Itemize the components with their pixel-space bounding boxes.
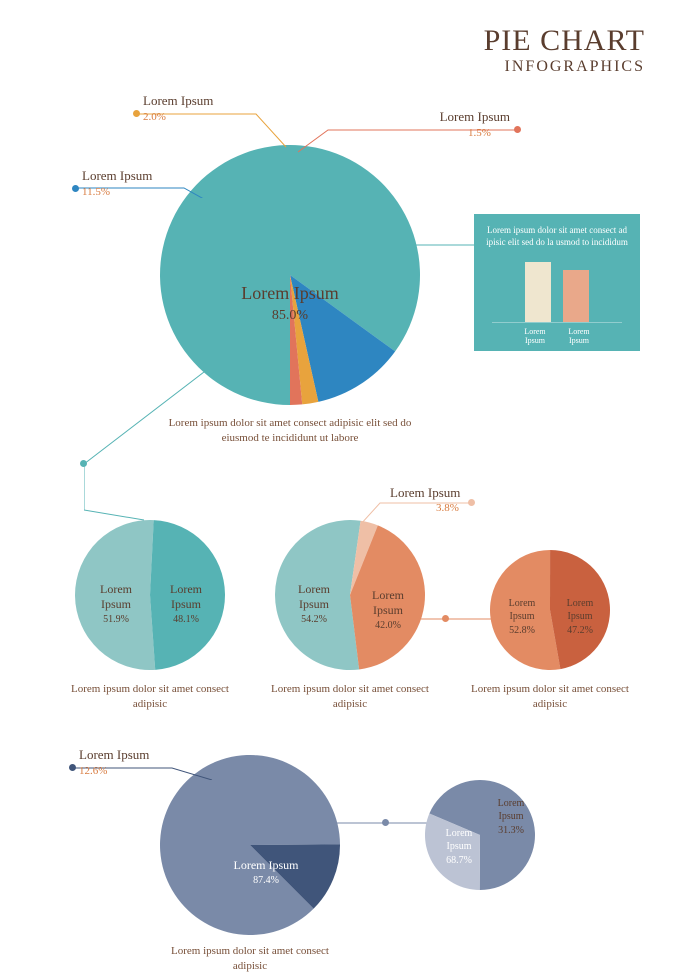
callout-label: Lorem Ipsum <box>428 109 510 125</box>
callout-pct: 11.5% <box>82 186 110 198</box>
slice-label: Lorem Ipsum87.4% <box>226 858 306 888</box>
callout-pct: 3.8% <box>436 502 459 514</box>
callout-dot <box>72 185 79 192</box>
bar-2 <box>563 270 589 322</box>
connector-dot <box>442 615 449 622</box>
slice-label: Lorem Ipsum51.9% <box>86 582 146 627</box>
callout-label: Lorem Ipsum <box>143 93 213 109</box>
callout-label: Lorem Ipsum <box>390 485 460 501</box>
callout-pct: 12.6% <box>79 765 107 777</box>
infobox-bars <box>492 254 622 323</box>
bar-1 <box>525 262 551 322</box>
slice-label: Lorem Ipsum52.8% <box>496 598 548 638</box>
callout-dot <box>133 110 140 117</box>
pie-caption: Lorem ipsum dolor sit amet consect adipi… <box>170 944 330 975</box>
slice-label: Lorem Ipsum54.2% <box>284 582 344 627</box>
callout-dot <box>69 764 76 771</box>
callout-label: Lorem Ipsum <box>79 747 149 763</box>
callout-pct: 2.0% <box>143 111 166 123</box>
connector <box>418 618 494 620</box>
callout-pct: 1.5% <box>468 127 491 139</box>
pie-slate-big <box>160 755 340 935</box>
slice-label: Lorem Ipsum48.1% <box>156 582 216 627</box>
pie-caption: Lorem ipsum dolor sit amet consect adipi… <box>470 682 630 713</box>
connector-dot <box>80 460 87 467</box>
callout-dot <box>468 499 475 506</box>
page-subtitle: INFOGRAPHICS <box>505 58 645 76</box>
slice-label: Lorem Ipsum47.2% <box>554 598 606 638</box>
slice-label: Lorem Ipsum42.0% <box>358 588 418 633</box>
callout-line <box>136 102 306 152</box>
callout-label: Lorem Ipsum <box>82 168 152 184</box>
connector <box>416 244 476 246</box>
slice-label: Lorem Ipsum68.7% <box>432 828 486 868</box>
connector-dot <box>382 819 389 826</box>
page-title: PIE CHART <box>484 24 645 58</box>
infobox-bar-labels: Lorem Ipsum Lorem Ipsum <box>482 327 632 345</box>
pie-caption: Lorem ipsum dolor sit amet consect adipi… <box>270 682 430 713</box>
pie-caption: Lorem ipsum dolor sit amet consect adipi… <box>70 682 230 713</box>
infobox-text: Lorem ipsum dolor sit amet consect ad ip… <box>482 224 632 248</box>
main-pie-center-label: Lorem Ipsum 85.0% <box>230 282 350 324</box>
slice-label: Lorem Ipsum31.3% <box>484 798 538 838</box>
callout-dot <box>514 126 521 133</box>
connector <box>84 372 214 522</box>
infobox: Lorem ipsum dolor sit amet consect ad ip… <box>474 214 640 351</box>
